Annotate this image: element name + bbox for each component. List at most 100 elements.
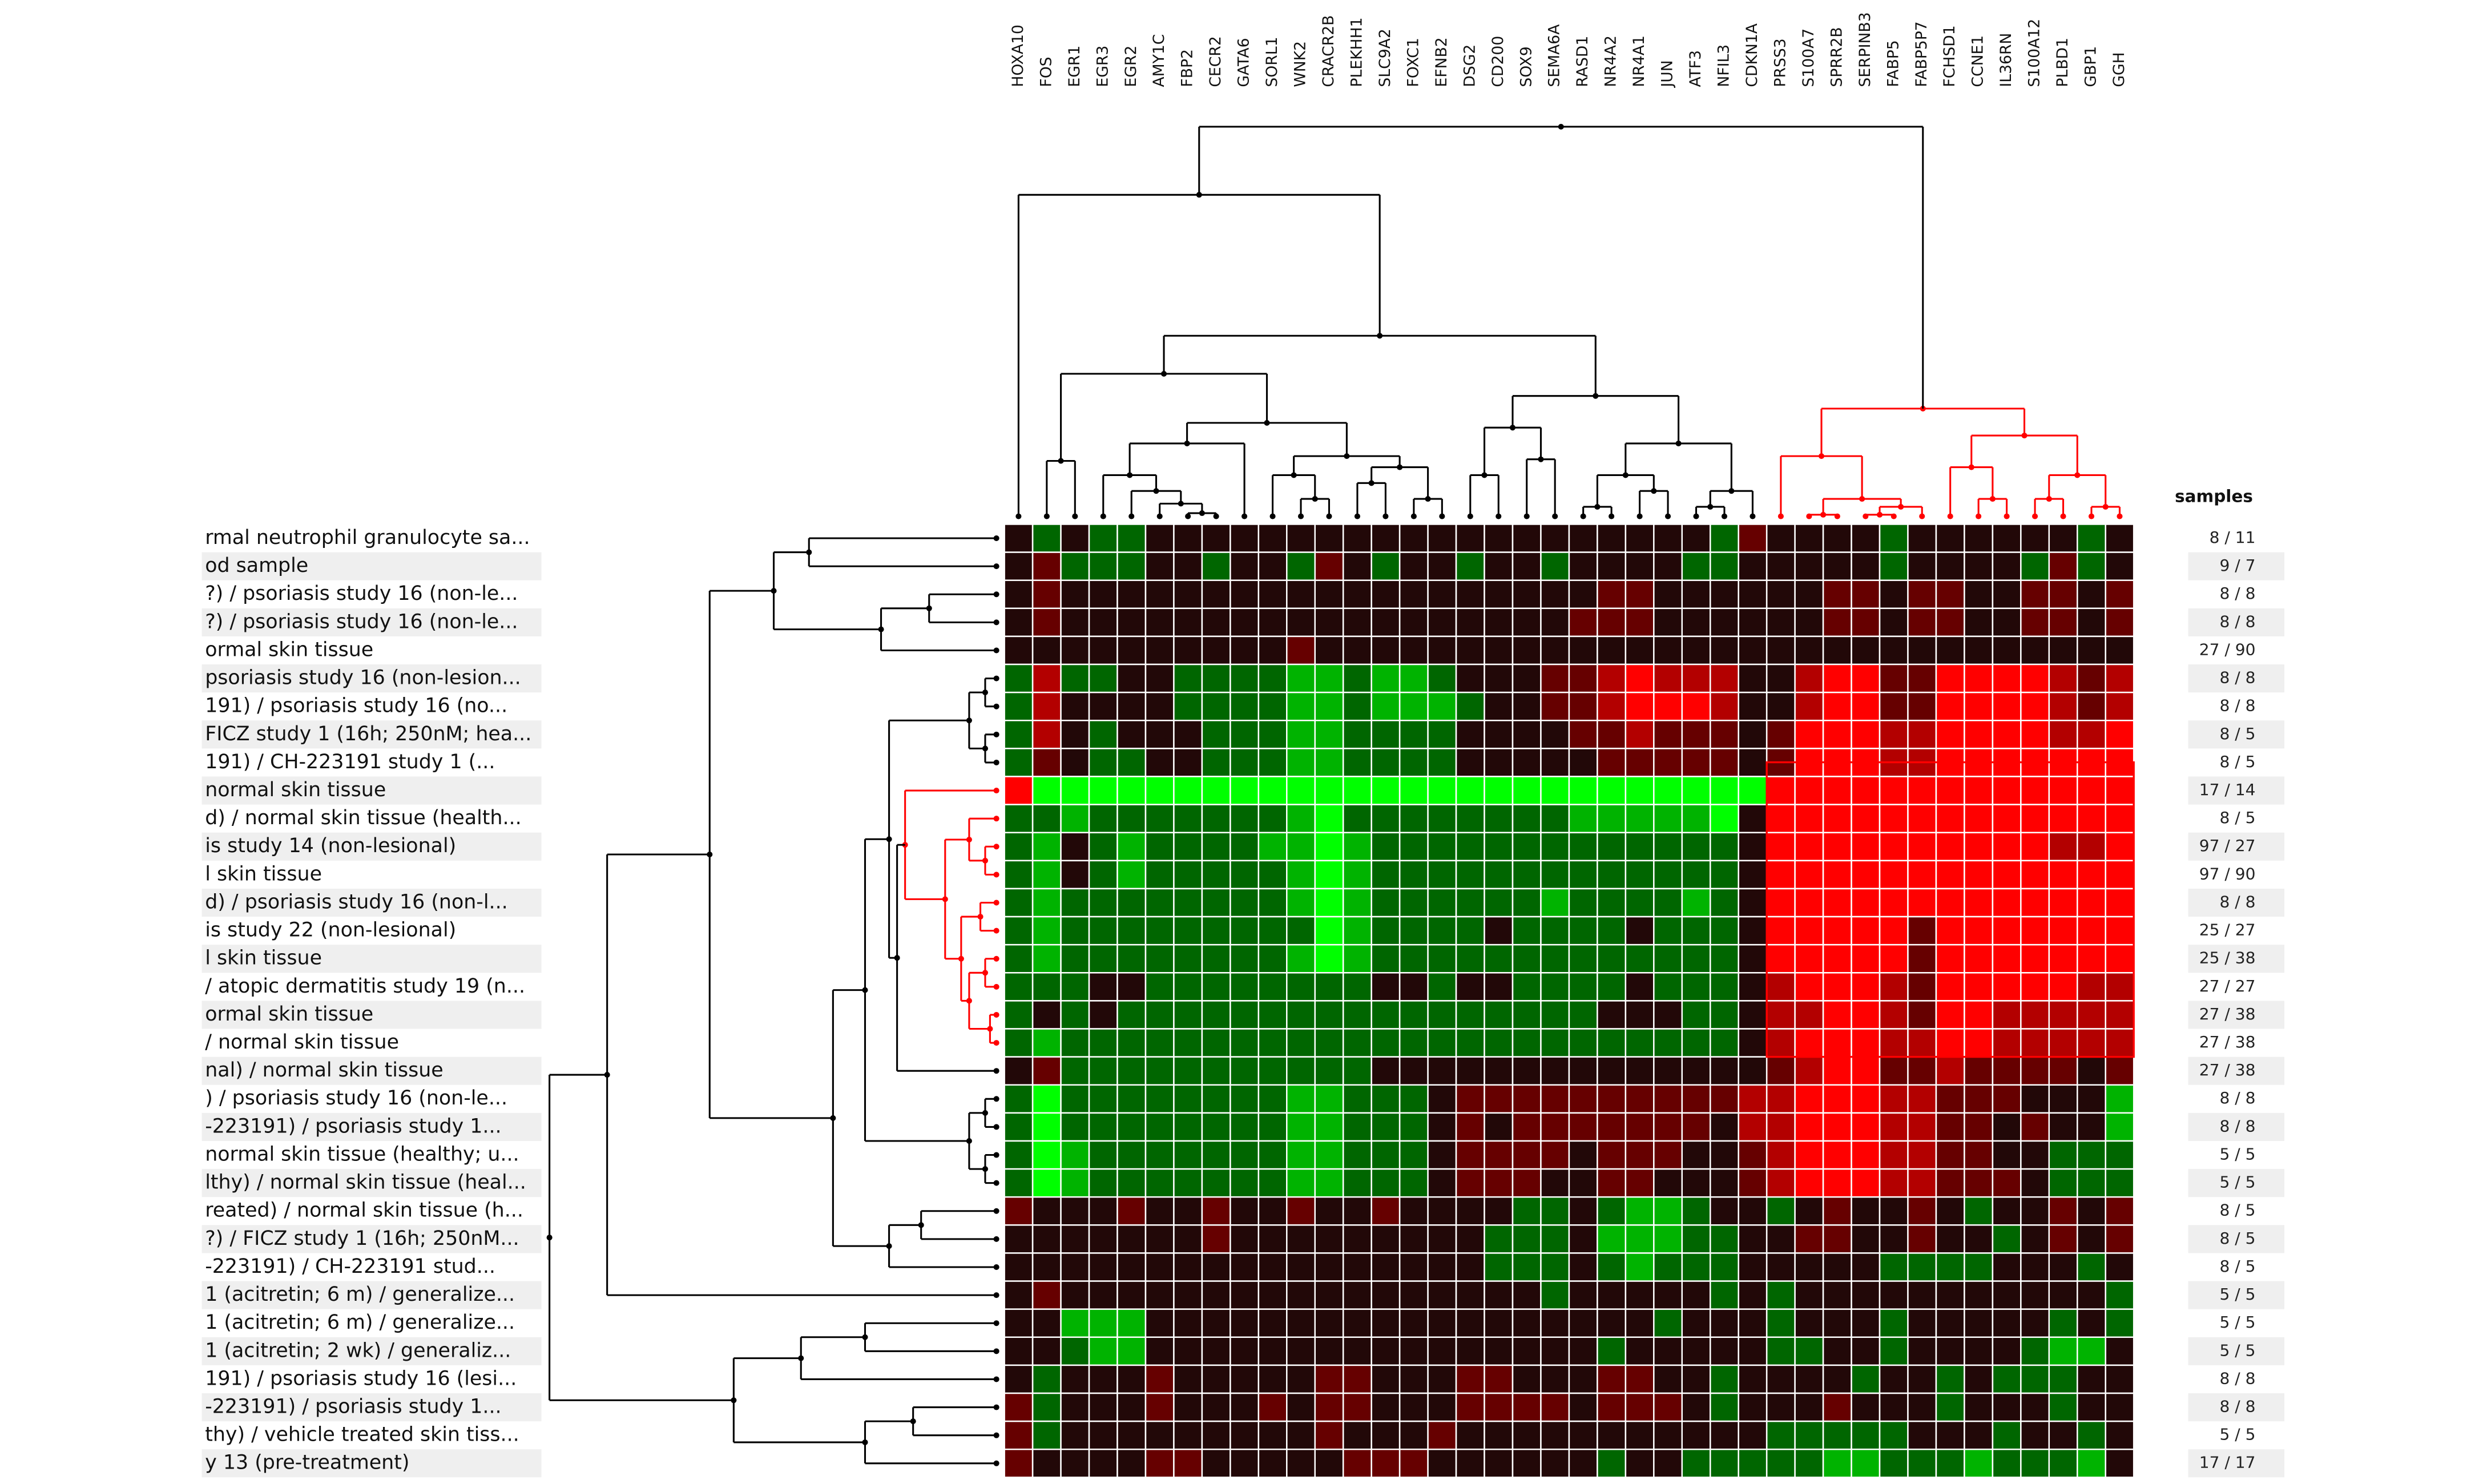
- heatmap-cell: [1907, 720, 1937, 749]
- row-label: is study 14 (non-lesional): [205, 834, 456, 857]
- heatmap-cell: [2048, 1420, 2078, 1450]
- heatmap-cell: [1398, 1140, 1429, 1170]
- heatmap-cell: [1230, 1308, 1260, 1338]
- heatmap-cell: [1257, 1056, 1288, 1086]
- samples-count: 8 / 5: [2220, 752, 2256, 771]
- heatmap-cell: [1088, 972, 1118, 1002]
- heatmap-cell: [1031, 943, 1062, 974]
- heatmap-cell: [1597, 832, 1627, 862]
- heatmap-cell: [1314, 607, 1344, 638]
- heatmap-cell: [1879, 1000, 1909, 1030]
- heatmap-cell: [1851, 607, 1881, 638]
- heatmap-cell: [1088, 888, 1118, 918]
- heatmap-cell: [1230, 663, 1260, 693]
- heatmap-cell: [1597, 1420, 1627, 1450]
- heatmap-cell: [1709, 860, 1739, 890]
- heatmap-cell: [1681, 1000, 1711, 1030]
- heatmap-cell: [1540, 1000, 1570, 1030]
- heatmap-cell: [1144, 663, 1175, 693]
- heatmap-cell: [1201, 1308, 1231, 1338]
- heatmap-cell: [1738, 1112, 1768, 1142]
- column-label: FABP5: [1884, 40, 1902, 87]
- cluster-highlight: [1765, 761, 2135, 1058]
- heatmap-cell: [1681, 1420, 1711, 1450]
- heatmap-cell: [1003, 1084, 1034, 1114]
- heatmap-cell: [1371, 1140, 1401, 1170]
- heatmap-cell: [1992, 1308, 2022, 1338]
- heatmap-cell: [1738, 1000, 1768, 1030]
- heatmap-cell: [1427, 1364, 1457, 1394]
- row-label: d) / psoriasis study 16 (non-l...: [205, 891, 507, 914]
- heatmap-cell: [2020, 916, 2050, 946]
- heatmap-cell: [2105, 1112, 2135, 1142]
- heatmap-cell: [1088, 832, 1118, 862]
- heatmap-cell: [1257, 1196, 1288, 1226]
- heatmap-cell: [1286, 1140, 1316, 1170]
- heatmap-cell: [1568, 1056, 1598, 1086]
- heatmap-cell: [1597, 1392, 1627, 1422]
- heatmap-cell: [1003, 523, 1034, 553]
- heatmap-cell: [1230, 1448, 1260, 1478]
- heatmap-cell: [1794, 1224, 1824, 1254]
- heatmap-cell: [1484, 663, 1514, 693]
- heatmap-cell: [1031, 579, 1062, 610]
- samples-count: 8 / 8: [2220, 1088, 2256, 1107]
- heatmap-cell: [2020, 1112, 2050, 1142]
- samples-count: 8 / 11: [2210, 528, 2256, 547]
- heatmap-cell: [1257, 1168, 1288, 1198]
- heatmap-cell: [1398, 523, 1429, 553]
- heatmap-cell: [1060, 551, 1090, 581]
- heatmap-cell: [2105, 1140, 2135, 1170]
- heatmap-cell: [2048, 1392, 2078, 1422]
- heatmap-cell: [1625, 1392, 1655, 1422]
- heatmap-cell: [1765, 663, 1796, 693]
- heatmap-cell: [1144, 1448, 1175, 1478]
- row-label: normal skin tissue: [205, 779, 386, 801]
- heatmap-cell: [2077, 1280, 2106, 1310]
- heatmap-cell: [1455, 888, 1485, 918]
- heatmap-cell: [1398, 1448, 1429, 1478]
- heatmap-cell: [1738, 804, 1768, 833]
- heatmap-cell: [1484, 1000, 1514, 1030]
- heatmap-cell: [1709, 1056, 1739, 1086]
- heatmap-cell: [1907, 972, 1937, 1002]
- heatmap-cell: [1625, 607, 1655, 638]
- heatmap-cell: [1568, 1224, 1598, 1254]
- heatmap-cell: [1173, 1448, 1203, 1478]
- heatmap-cell: [1031, 888, 1062, 918]
- heatmap-cell: [1286, 1448, 1316, 1478]
- heatmap-cell: [1511, 972, 1542, 1002]
- heatmap-cell: [1060, 579, 1090, 610]
- heatmap-cell: [1992, 888, 2022, 918]
- heatmap-cell: [1257, 1308, 1288, 1338]
- heatmap-cell: [1794, 1392, 1824, 1422]
- heatmap-cell: [1992, 1196, 2022, 1226]
- heatmap-cell: [1625, 720, 1655, 749]
- heatmap-cell: [1568, 523, 1598, 553]
- heatmap-cell: [1822, 1140, 1852, 1170]
- heatmap-cell: [1371, 804, 1401, 833]
- heatmap-cell: [1511, 1112, 1542, 1142]
- heatmap-cell: [1286, 691, 1316, 721]
- heatmap-cell: [1342, 1196, 1372, 1226]
- heatmap-cell: [1597, 663, 1627, 693]
- heatmap-cell: [1738, 607, 1768, 638]
- heatmap-cell: [1031, 691, 1062, 721]
- heatmap-cell: [1794, 691, 1824, 721]
- heatmap-cell: [1964, 1336, 1994, 1366]
- heatmap-cell: [1286, 1000, 1316, 1030]
- heatmap-cell: [1088, 551, 1118, 581]
- heatmap-cell: [1681, 776, 1711, 805]
- heatmap-cell: [2048, 1168, 2078, 1198]
- heatmap-cell: [1144, 1168, 1175, 1198]
- heatmap-cell: [2077, 1448, 2106, 1478]
- heatmap-cell: [1230, 691, 1260, 721]
- heatmap-cell: [1031, 551, 1062, 581]
- heatmap-cell: [1992, 1252, 2022, 1282]
- heatmap-cell: [1314, 832, 1344, 862]
- samples-count: 5 / 5: [2220, 1341, 2256, 1360]
- heatmap-cell: [1427, 860, 1457, 890]
- heatmap-cell: [2048, 691, 2078, 721]
- heatmap-cell: [1709, 1280, 1739, 1310]
- heatmap-cell: [1455, 720, 1485, 749]
